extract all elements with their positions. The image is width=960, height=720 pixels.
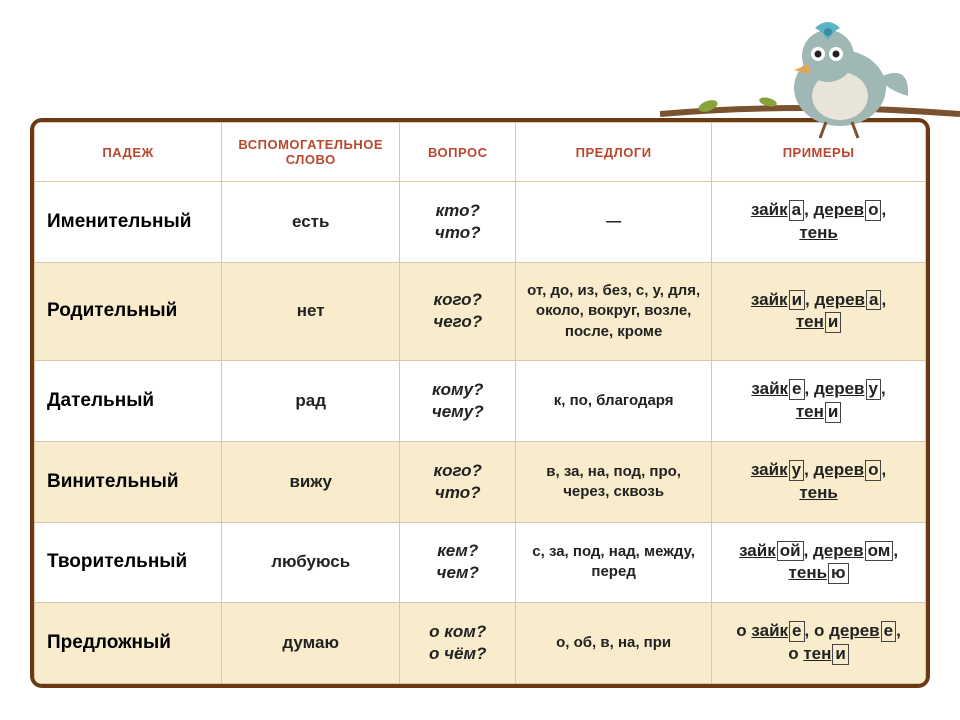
cell-question: кого?чего? <box>400 262 516 361</box>
cell-aux: рад <box>222 361 400 442</box>
cell-prepositions: о, об, в, на, при <box>516 603 712 684</box>
table-row: Творительныйлюбуюськем?чем?с, за, под, н… <box>35 522 926 603</box>
header-case: ПАДЕЖ <box>35 123 222 182</box>
cell-question: о ком?о чём? <box>400 603 516 684</box>
cases-table-frame: ПАДЕЖ ВСПОМОГАТЕЛЬНОЕ СЛОВО ВОПРОС ПРЕДЛ… <box>30 118 930 688</box>
cases-table: ПАДЕЖ ВСПОМОГАТЕЛЬНОЕ СЛОВО ВОПРОС ПРЕДЛ… <box>34 122 926 684</box>
table-row: Винительныйвижукого?что?в, за, на, под, … <box>35 441 926 522</box>
cell-aux: нет <box>222 262 400 361</box>
cell-prepositions: от, до, из, без, с, у, для, около, вокру… <box>516 262 712 361</box>
cell-examples: зайку, дерево,тень <box>712 441 926 522</box>
cell-examples: зайки, дерева,тени <box>712 262 926 361</box>
cell-prepositions: в, за, на, под, про, через, сквозь <box>516 441 712 522</box>
table-row: Родительныйнеткого?чего?от, до, из, без,… <box>35 262 926 361</box>
cell-case: Предложный <box>35 603 222 684</box>
cell-aux: думаю <box>222 603 400 684</box>
header-question: ВОПРОС <box>400 123 516 182</box>
cell-question: кого?что? <box>400 441 516 522</box>
bird-icon <box>760 10 920 140</box>
cell-question: кем?чем? <box>400 522 516 603</box>
cell-aux: есть <box>222 182 400 263</box>
cell-examples: зайка, дерево,тень <box>712 182 926 263</box>
cell-examples: о зайке, о дереве,о тени <box>712 603 926 684</box>
cell-prepositions: к, по, благодаря <box>516 361 712 442</box>
table-row: Дательныйрадкому?чему?к, по, благодаряза… <box>35 361 926 442</box>
cell-question: кто?что? <box>400 182 516 263</box>
cell-aux: любуюсь <box>222 522 400 603</box>
cell-examples: зайке, дереву,тени <box>712 361 926 442</box>
header-aux: ВСПОМОГАТЕЛЬНОЕ СЛОВО <box>222 123 400 182</box>
cell-question: кому?чему? <box>400 361 516 442</box>
table-row: Именительныйестькто?что?—зайка, дерево,т… <box>35 182 926 263</box>
cell-case: Творительный <box>35 522 222 603</box>
cell-examples: зайкой, деревом,тенью <box>712 522 926 603</box>
cell-prepositions: — <box>516 182 712 263</box>
cell-case: Именительный <box>35 182 222 263</box>
cell-case: Дательный <box>35 361 222 442</box>
cell-prepositions: с, за, под, над, между, перед <box>516 522 712 603</box>
cell-case: Винительный <box>35 441 222 522</box>
table-row: Предложныйдумаюо ком?о чём?о, об, в, на,… <box>35 603 926 684</box>
cell-aux: вижу <box>222 441 400 522</box>
cell-case: Родительный <box>35 262 222 361</box>
